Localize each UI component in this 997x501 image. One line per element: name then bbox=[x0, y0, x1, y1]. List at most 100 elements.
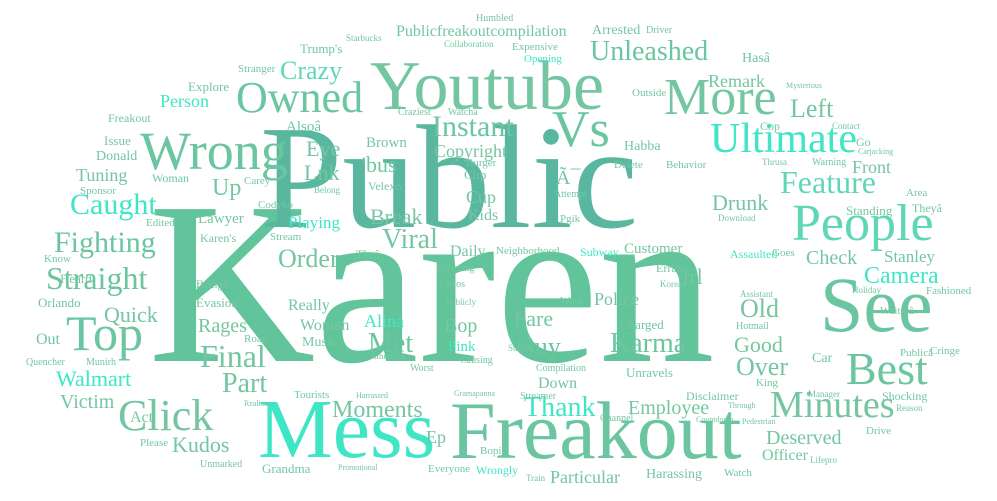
word-king: King bbox=[756, 377, 778, 389]
word-collaboration: Collaboration bbox=[444, 39, 494, 49]
word-donald: Donald bbox=[96, 149, 138, 164]
word-promotional: Promotional bbox=[338, 463, 378, 472]
word-officer: Officer bbox=[762, 447, 808, 464]
word-edited: Edited bbox=[146, 217, 175, 229]
word-down: Down bbox=[538, 375, 578, 392]
word-pgik: Pgik bbox=[560, 213, 581, 225]
word-assistant: Assistant bbox=[740, 289, 774, 299]
word-charged: Charged bbox=[620, 317, 664, 332]
word-freakout-small: Freakout bbox=[108, 111, 151, 125]
word-eye: Eye bbox=[306, 136, 341, 161]
word-outside: Outside bbox=[632, 87, 667, 99]
word-humbled: Humbled bbox=[476, 13, 514, 24]
word-drunk: Drunk bbox=[712, 190, 769, 215]
word-tourists: Tourists bbox=[294, 389, 330, 401]
word-brown: Brown bbox=[366, 135, 407, 151]
word-korean: Korean bbox=[660, 279, 687, 289]
word-click: Click bbox=[118, 391, 214, 440]
word-owned: Owned bbox=[236, 73, 364, 122]
word-expensive: Expensive bbox=[512, 41, 558, 53]
word-causing: Causing bbox=[460, 355, 493, 366]
word-shocking: Shocking bbox=[882, 389, 928, 403]
word-kids: Kids bbox=[468, 207, 499, 224]
word-bop: Bop bbox=[444, 315, 478, 337]
word-met: Met bbox=[368, 328, 414, 359]
word-feature: Feature bbox=[780, 164, 876, 200]
word-up: Up bbox=[212, 175, 242, 201]
word-break: Break bbox=[370, 204, 423, 229]
word-know: Know bbox=[44, 253, 71, 265]
word-pedestrian: Pedestrian bbox=[742, 417, 776, 426]
word-best: Best bbox=[846, 343, 928, 394]
word-theya: Theyâ bbox=[912, 201, 942, 215]
word-publicly: Publicly bbox=[446, 297, 477, 307]
word-sponsor: Sponsor bbox=[80, 185, 117, 197]
word-realizes: Realizes bbox=[244, 399, 272, 408]
word-stream: Stream bbox=[270, 231, 302, 243]
word-quick: Quick bbox=[104, 302, 158, 327]
word-bopit: Bopit bbox=[480, 445, 505, 457]
word-moments: Moments bbox=[332, 397, 423, 423]
word-neighborhood: Neighborhood bbox=[496, 245, 560, 257]
word-assaulted: Assaulted bbox=[730, 247, 778, 261]
word-starbucks: Starbucks bbox=[346, 33, 382, 43]
word-disclaimer: Disclaimer bbox=[686, 389, 739, 403]
word-contact: Contact bbox=[832, 121, 860, 131]
word-karma: Karma bbox=[610, 328, 687, 359]
word-alsoa: Alsoâ bbox=[286, 119, 321, 135]
word-carjacking: Carjacking bbox=[858, 147, 894, 156]
word-employee: Employee bbox=[628, 397, 710, 419]
word-heard: Heard bbox=[60, 271, 92, 286]
word-viral: Viral bbox=[382, 224, 438, 255]
word-see: See bbox=[820, 261, 933, 348]
word-copyright: Copyright bbox=[434, 141, 508, 161]
word-gramapanna: Gramapanna bbox=[454, 389, 495, 398]
word-codyko: Codyko bbox=[258, 199, 293, 211]
word-really: Really bbox=[288, 297, 330, 314]
word-subway: Subway bbox=[580, 245, 619, 259]
word-standing: Standing bbox=[846, 203, 893, 218]
word-stranger: Stranger bbox=[238, 63, 276, 75]
word-grandma: Grandma bbox=[262, 461, 311, 476]
word-clip: Clip bbox=[464, 167, 487, 182]
word-woman-small: Woman bbox=[152, 171, 190, 185]
word-download: Download bbox=[718, 213, 756, 223]
word-old: Old bbox=[740, 294, 779, 323]
word-over: Over bbox=[736, 352, 788, 381]
word-through: Through bbox=[728, 401, 756, 410]
word-train: Train bbox=[526, 473, 546, 483]
word-crazy: Crazy bbox=[280, 56, 343, 85]
word-erratic: Erratic bbox=[656, 261, 689, 275]
word-stanley: Stanley bbox=[884, 247, 935, 266]
word-american: American bbox=[370, 351, 406, 361]
word-music: Music bbox=[302, 335, 337, 350]
word-brings: Brings bbox=[196, 277, 229, 291]
word-lnk: Lnk bbox=[304, 160, 340, 185]
word-publicfreakoutcompilation: Publicfreakoutcompilation bbox=[396, 23, 567, 40]
word-wrongly: Wrongly bbox=[476, 463, 519, 477]
word-watcha: Watcha bbox=[448, 107, 478, 118]
word-streamer: Streamer bbox=[520, 391, 557, 402]
word-ep: Ep bbox=[426, 427, 446, 447]
word-cup: Cup bbox=[466, 187, 497, 207]
word-mess: Mess bbox=[258, 383, 436, 476]
word-behavior: Behavior bbox=[666, 159, 707, 171]
word-waitera: Waiterâ bbox=[880, 305, 914, 317]
word-road: Road bbox=[244, 333, 268, 345]
word-part: Part bbox=[222, 368, 268, 399]
word-order: Order bbox=[278, 244, 339, 273]
word-harassing: Harassing bbox=[646, 467, 702, 482]
word-tuning: Tuning bbox=[76, 165, 128, 185]
word-cringe: Cringe bbox=[930, 345, 960, 357]
word-evasion: Evasion' bbox=[196, 295, 241, 310]
word-please: Please bbox=[140, 437, 169, 449]
word-woman: Woman bbox=[300, 317, 350, 334]
word-drive: Drive bbox=[866, 425, 892, 437]
word-station: Station bbox=[508, 343, 534, 353]
word-camera: Camera bbox=[864, 263, 939, 289]
word-karen: Karen bbox=[148, 155, 715, 412]
word-hasa: Hasâ bbox=[742, 51, 770, 66]
word-munirh: Munirh bbox=[86, 357, 116, 368]
word-opening: Opening bbox=[524, 53, 562, 65]
